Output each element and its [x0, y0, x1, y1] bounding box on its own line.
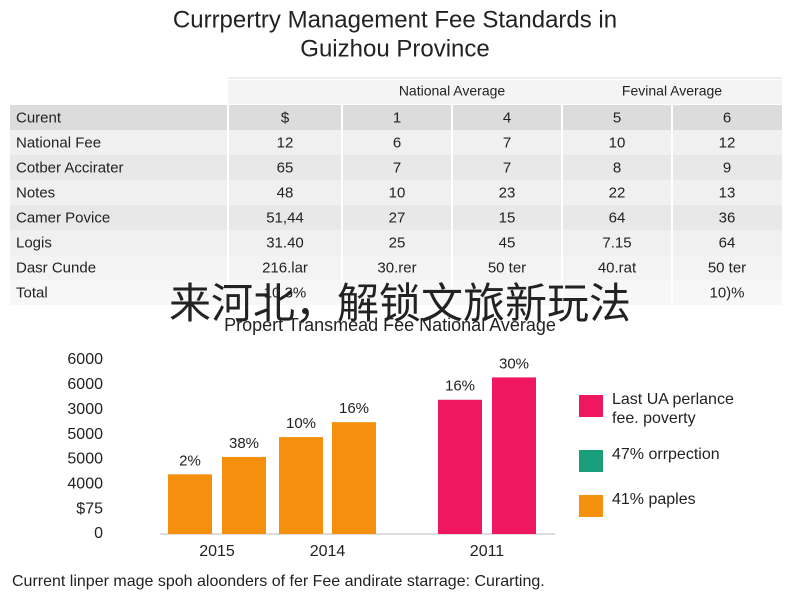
table-cell: 50 ter — [488, 259, 526, 276]
bar — [438, 399, 482, 534]
table-row — [10, 280, 782, 305]
page-title: Guizhou Province — [300, 35, 489, 62]
table-cell: 9 — [723, 159, 731, 176]
table-row — [10, 130, 782, 155]
table-cell: 48 — [277, 184, 294, 201]
bar — [222, 456, 266, 534]
bar — [492, 377, 536, 534]
table-cell: 10)% — [709, 284, 744, 301]
caption: Current linper mage spoh aloonders of fe… — [12, 573, 545, 590]
table-cell: 36 — [719, 209, 736, 226]
y-tick-label: 3000 — [67, 401, 103, 418]
table-cell: 6 — [393, 134, 401, 151]
legend-label: 41% paples — [612, 491, 696, 508]
table-cell: 7.15 — [602, 234, 631, 251]
table-row — [10, 155, 782, 180]
y-tick-label: 6000 — [67, 376, 103, 393]
table-cell: 7 — [503, 134, 511, 151]
legend-label: 47% orrpection — [612, 446, 720, 463]
table-cell: 7 — [503, 159, 511, 176]
x-tick-label: 2014 — [310, 543, 346, 560]
table-cell: 10 — [389, 184, 406, 201]
legend-label: fee. poverty — [612, 410, 696, 427]
table-cell: 40.rat — [598, 259, 637, 276]
bar-label: 10% — [286, 415, 316, 432]
legend-label: Last UA perlance — [612, 391, 734, 408]
table-cell: 7 — [393, 159, 401, 176]
x-tick-label: 2011 — [470, 543, 505, 560]
table-cell: 64 — [719, 234, 736, 251]
table-cell: 216.lar — [262, 259, 308, 276]
y-tick-label: 4000 — [67, 476, 103, 493]
table-cell: Curent — [16, 109, 62, 126]
group-header: National Average — [399, 83, 506, 99]
bar — [168, 474, 212, 534]
table-cell: 8 — [613, 159, 621, 176]
table-cell: 12 — [277, 134, 294, 151]
table-cell: 10 — [609, 134, 626, 151]
table-cell: 64 — [609, 209, 626, 226]
table-cell: 1 — [393, 109, 401, 126]
table-cell: 45 — [499, 234, 516, 251]
legend-swatch — [579, 450, 603, 472]
table-cell: $ — [281, 109, 290, 126]
table-cell: Dasr Cunde — [16, 259, 96, 276]
table-cell: 12 — [719, 134, 736, 151]
table-cell: 13 — [719, 184, 736, 201]
table-cell: 22 — [609, 184, 626, 201]
y-tick-label: 5000 — [67, 426, 103, 443]
bar — [332, 422, 376, 534]
table-cell: 23 — [499, 184, 516, 201]
table-cell: Camer Povice — [16, 209, 110, 226]
page-title: Currpertry Management Fee Standards in — [173, 6, 617, 33]
table-cell: 25 — [389, 234, 406, 251]
bar-label: 16% — [445, 378, 475, 395]
bar-label: 2% — [179, 452, 201, 469]
table-cell: 15 — [499, 209, 516, 226]
table-row — [10, 105, 782, 130]
table-cell: 50 ter — [708, 259, 746, 276]
table-cell: 5 — [613, 109, 621, 126]
table-cell: 6 — [723, 109, 731, 126]
table-cell: 27 — [389, 209, 406, 226]
table-row — [10, 255, 782, 280]
table-cell: 4 — [503, 109, 511, 126]
table-cell: Total — [16, 284, 48, 301]
bar-label: 16% — [339, 400, 369, 417]
overlay-text: 来河北，解锁文旅新玩法 — [169, 280, 631, 327]
table-cell: Notes — [16, 184, 55, 201]
y-tick-label: 0 — [94, 525, 103, 542]
table-row — [10, 180, 782, 205]
group-header: Fevinal Average — [622, 83, 722, 99]
y-tick-label: 5000 — [67, 451, 103, 468]
table-cell: Logis — [16, 234, 52, 251]
table-cell: 31.40 — [266, 234, 304, 251]
legend-swatch — [579, 495, 603, 517]
y-tick-label: 6000 — [67, 351, 103, 368]
table-cell: Cotber Accirater — [16, 159, 124, 176]
table-cell: 30.rer — [377, 259, 416, 276]
table-cell: 65 — [277, 159, 294, 176]
bar — [279, 437, 323, 534]
table-row — [10, 205, 782, 230]
legend-swatch — [579, 395, 603, 417]
table-cell: 10.3% — [264, 284, 307, 301]
chart-title: Propert Transmead Fee National Average — [224, 315, 556, 335]
x-tick-label: 2015 — [199, 543, 235, 560]
bar-label: 30% — [499, 355, 529, 372]
y-tick-label: $75 — [76, 500, 103, 517]
table-cell: National Fee — [16, 134, 101, 151]
table-row — [10, 230, 782, 255]
table-header-band — [228, 80, 782, 104]
bar-label: 38% — [229, 435, 259, 452]
table-cell: 51,44 — [266, 209, 304, 226]
